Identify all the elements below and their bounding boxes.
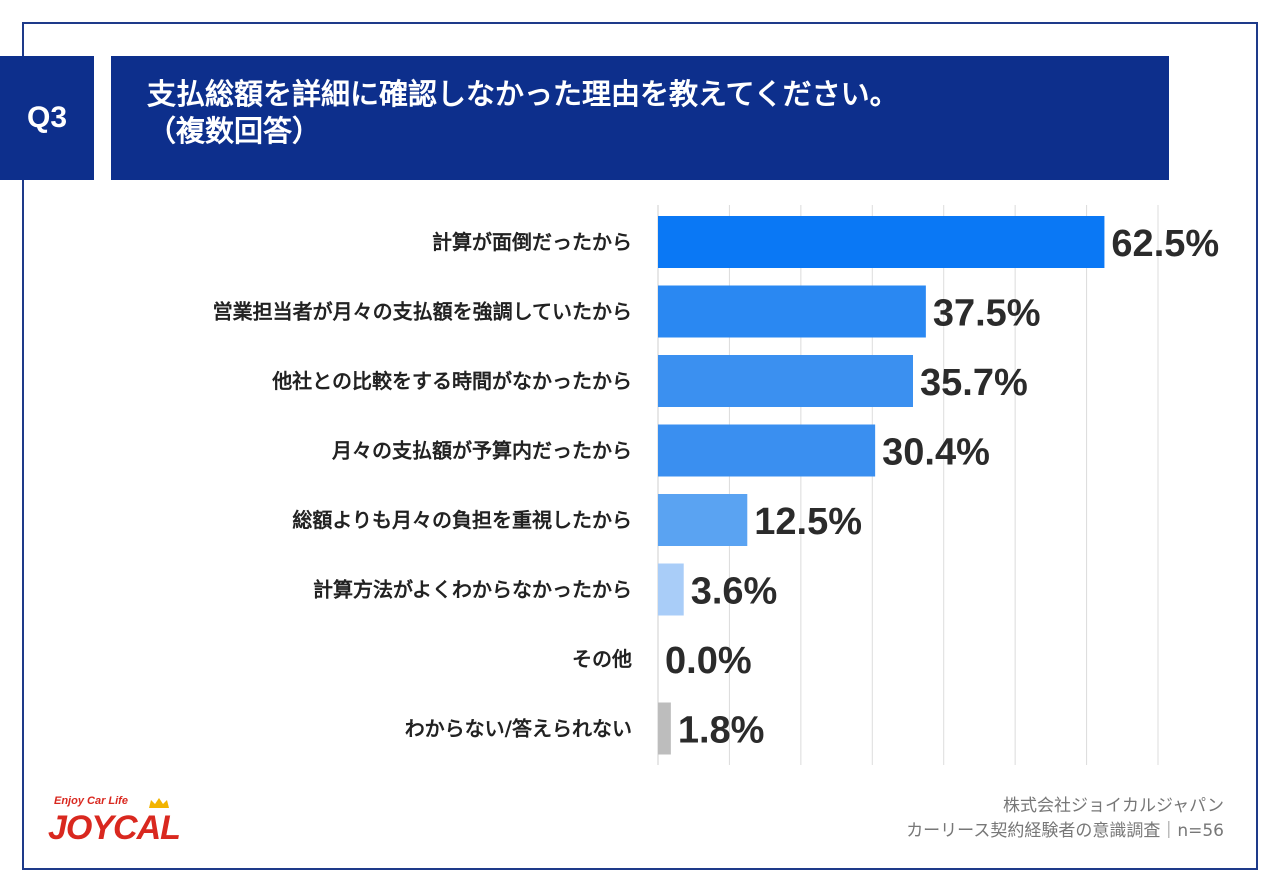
category-label: わからない/答えられない xyxy=(405,717,632,741)
outer-frame xyxy=(22,22,1258,870)
logo-wordmark: JOYCAL xyxy=(48,809,181,847)
logo-tagline: Enjoy Car Life xyxy=(54,795,128,807)
category-label: 計算が面倒だったから xyxy=(432,230,632,254)
category-label: その他 xyxy=(572,647,632,671)
value-label: 0.0% xyxy=(665,640,752,682)
question-number-badge: Q3 xyxy=(0,56,94,180)
value-label: 3.6% xyxy=(691,571,778,613)
bar xyxy=(658,424,876,477)
question-title-box: 支払総額を詳細に確認しなかった理由を教えてください。 （複数回答） xyxy=(111,56,1169,180)
bar xyxy=(658,285,926,338)
bar xyxy=(658,702,671,755)
category-label: 計算方法がよくわからなかったから xyxy=(313,578,632,602)
value-label: 12.5% xyxy=(754,501,862,543)
bar xyxy=(658,355,913,407)
question-title: 支払総額を詳細に確認しなかった理由を教えてください。 xyxy=(147,77,899,111)
crown-icon xyxy=(149,798,169,808)
category-label: 月々の支払額が予算内だったから xyxy=(331,439,632,463)
category-label: 他社との比較をする時間がなかったから xyxy=(271,369,632,393)
bar xyxy=(658,216,1105,268)
question-number: Q3 xyxy=(26,101,68,134)
value-label: 37.5% xyxy=(933,293,1041,335)
category-label: 総額よりも月々の負担を重視したから xyxy=(292,508,632,532)
category-label: 営業担当者が月々の支払額を強調していたから xyxy=(213,300,632,324)
value-label: 30.4% xyxy=(882,432,990,474)
source-credit: 株式会社ジョイカルジャパン カーリース契約経験者の意識調査｜n=56 xyxy=(906,794,1224,844)
joycal-logo: Enjoy Car Life JOYCAL xyxy=(48,795,208,853)
value-label: 1.8% xyxy=(678,710,765,752)
value-label: 35.7% xyxy=(920,362,1028,404)
value-label: 62.5% xyxy=(1111,223,1219,265)
question-subtitle: （複数回答） xyxy=(147,114,322,148)
bar xyxy=(658,494,748,546)
bar xyxy=(658,563,684,616)
survey-info: カーリース契約経験者の意識調査｜n=56 xyxy=(906,821,1224,841)
company-name: 株式会社ジョイカルジャパン xyxy=(1003,796,1224,816)
